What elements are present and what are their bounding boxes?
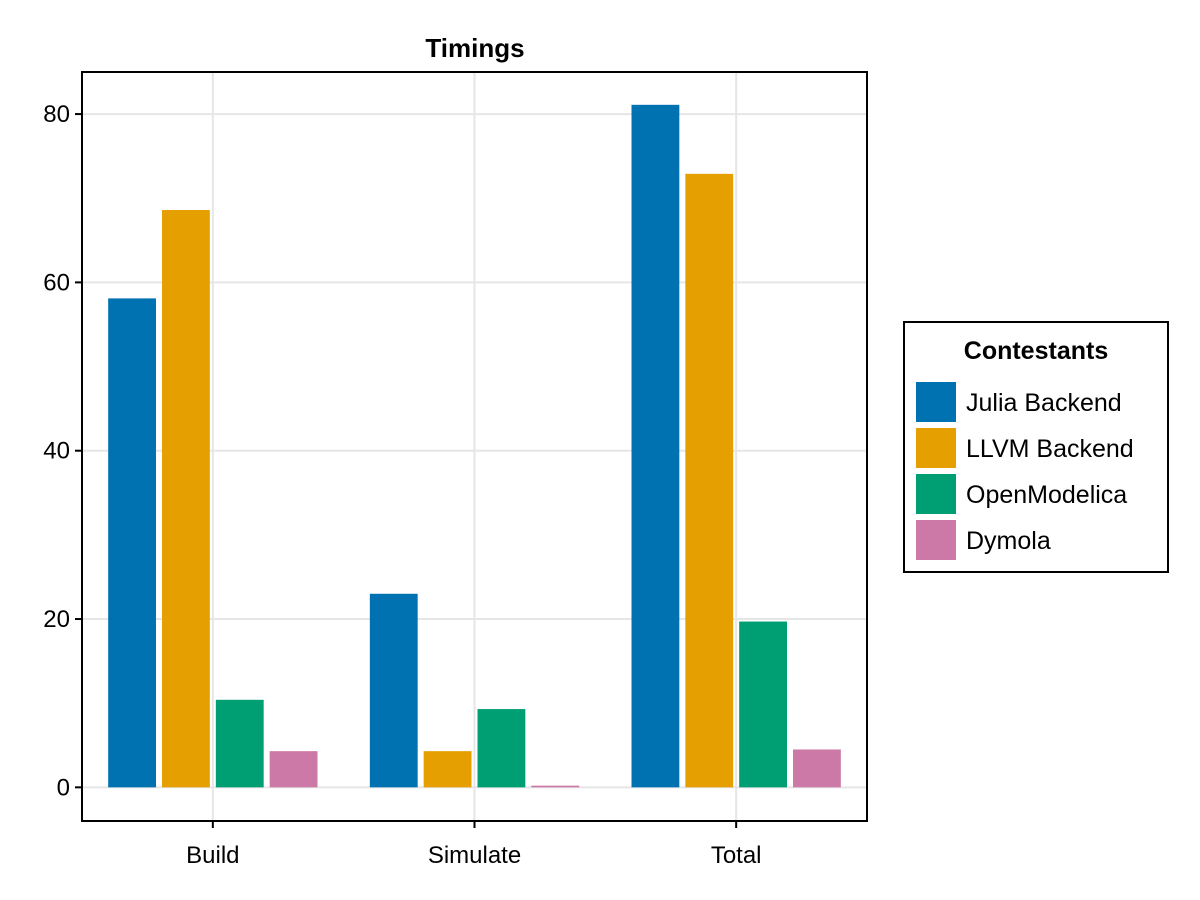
bar xyxy=(739,621,787,788)
legend-items: Julia Backend LLVM Backend OpenModelica Dym… xyxy=(916,382,1134,560)
legend-label: OpenModelica xyxy=(966,481,1127,509)
y-tick-label: 40 xyxy=(43,438,70,465)
x-tick-label: Simulate xyxy=(428,842,521,869)
grid-lines xyxy=(82,72,867,821)
bar xyxy=(531,785,580,788)
bar xyxy=(108,298,156,788)
bar xyxy=(685,173,734,788)
bar xyxy=(423,751,472,788)
bar xyxy=(162,210,210,788)
chart-title: Timings xyxy=(425,33,524,63)
bar xyxy=(631,104,680,788)
legend-swatch xyxy=(916,520,956,560)
legend-swatch xyxy=(916,428,956,468)
y-tick-label: 0 xyxy=(57,774,70,801)
x-tick-label: Build xyxy=(186,842,239,869)
legend-label: LLVM Backend xyxy=(966,435,1134,463)
legend-swatch xyxy=(916,382,956,422)
bar xyxy=(369,593,418,788)
legend-label: Dymola xyxy=(966,527,1051,555)
bars xyxy=(108,104,841,788)
legend-title: Contestants xyxy=(964,337,1108,365)
bar xyxy=(215,699,264,788)
y-tick-label: 20 xyxy=(43,606,70,633)
y-tick-label: 80 xyxy=(43,101,70,128)
y-tick-label: 60 xyxy=(43,269,70,296)
axis-ticks: 0 20 40 60 80 Build Simulate Total xyxy=(43,101,761,869)
bar xyxy=(477,709,526,788)
legend: Contestants Julia Backend LLVM Backend Ope… xyxy=(903,321,1169,573)
x-tick-label: Total xyxy=(711,842,762,869)
bar xyxy=(793,749,841,788)
bar xyxy=(269,751,318,788)
legend-swatch xyxy=(916,474,956,514)
legend-label: Julia Backend xyxy=(966,389,1122,417)
